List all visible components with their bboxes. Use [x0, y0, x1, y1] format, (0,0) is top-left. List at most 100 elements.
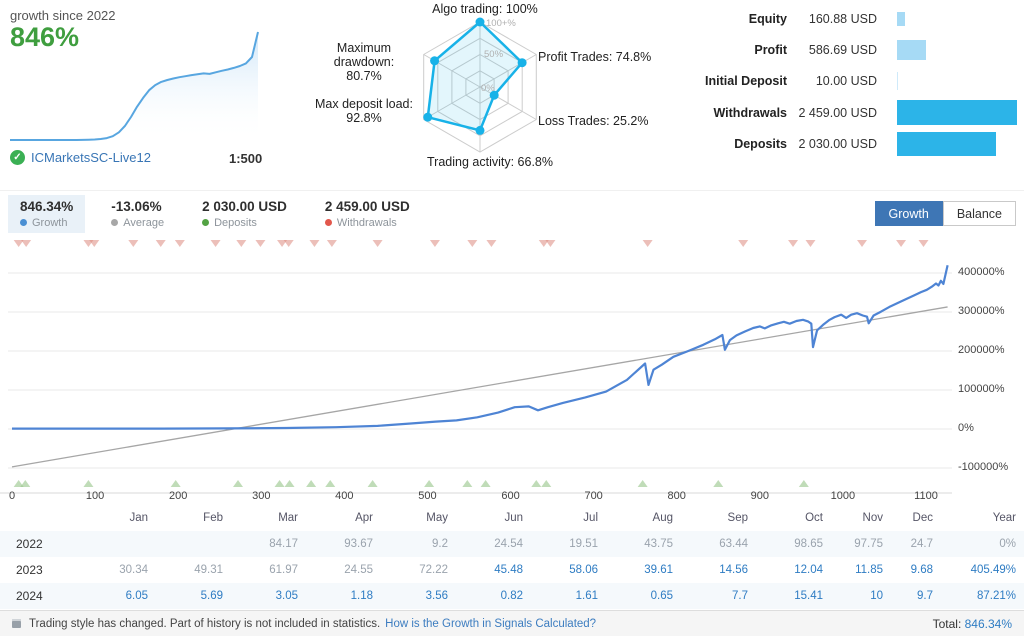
x-axis-tick: 1000 [830, 490, 856, 502]
stat-label: Withdrawals [336, 216, 397, 229]
month-value: 24.54 [494, 538, 523, 550]
account-bar [897, 40, 926, 61]
year-label: 2022 [16, 537, 43, 551]
broker-row: ✓ ICMarketsSC-Live12 [10, 150, 151, 165]
account-row-equity: Equity 160.88 USD [640, 3, 1024, 34]
month-value: 10 [870, 590, 883, 602]
total-growth: Total: 846.34% [933, 617, 1012, 631]
month-value [81, 531, 156, 557]
growth-sparkline-chart [10, 31, 259, 142]
stat-item-withdrawals[interactable]: 2 459.00 USD Withdrawals [313, 195, 422, 233]
stat-label: Deposits [214, 216, 257, 229]
stats-bar: 846.34% Growth -13.06% Average 2 030.00 USD D… [0, 190, 1024, 236]
x-axis-tick: 300 [252, 490, 271, 502]
account-value: 2 459.00 USD [798, 105, 877, 120]
radar-axis-label: Maximum drawdown: 80.7% [333, 41, 395, 83]
stat-value: -13.06% [111, 198, 162, 214]
svg-text:100+%: 100+% [486, 18, 516, 29]
year-row-2022: 2022 84.17 93.67 9.2 24.54 19.51 43.75 63.44 98.… [0, 531, 1024, 557]
balance-tab-button[interactable]: Balance [942, 201, 1016, 226]
growth-calculation-link[interactable]: How is the Growth in Signals Calculated? [385, 617, 597, 630]
account-row-deposits: Deposits 2 030.00 USD [640, 129, 1024, 160]
trading-stats-radar-chart: 100+% 50% 0% Algo trading: 100% Profit Trad… [300, 0, 695, 192]
month-value: 43.75 [644, 538, 673, 550]
month-value: 45.48 [494, 564, 523, 576]
month-header: Jul [583, 512, 598, 524]
account-label: Deposits [734, 137, 787, 152]
account-label: Withdrawals [713, 105, 787, 120]
month-value: 58.06 [569, 564, 598, 576]
month-value [156, 531, 231, 557]
legend-dot-icon [202, 219, 210, 226]
chart-view-toggle: Growth Balance [874, 201, 1016, 226]
month-value: 1.18 [350, 590, 373, 602]
radar-axis-label: Trading activity: 66.8% [427, 155, 553, 169]
account-bar [897, 100, 1017, 126]
stat-item-growth[interactable]: 846.34% Growth [8, 194, 86, 233]
year-label: 2023 [16, 563, 43, 577]
month-header: Year [992, 512, 1016, 524]
stat-item-average[interactable]: -13.06% Average [99, 195, 176, 233]
x-axis-tick: 100 [85, 490, 105, 502]
month-value: 1.61 [575, 590, 598, 602]
growth-history-chart[interactable] [0, 236, 1024, 498]
month-value: 49.31 [194, 564, 223, 576]
account-row-withdrawals: Withdrawals 2 459.00 USD [640, 97, 1024, 128]
year-row-2024: 2024 6.05 5.69 3.05 1.18 3.56 0.82 1.61 0.65 7.7 1… [0, 583, 1024, 609]
month-value: 30.34 [119, 564, 148, 576]
legend-dot-icon [324, 219, 332, 226]
legend-dot-icon [20, 219, 27, 226]
stat-value: 846.34% [20, 198, 74, 214]
month-header: Aug [652, 512, 673, 524]
month-value: 72.22 [419, 564, 448, 576]
month-value: 3.05 [275, 590, 298, 602]
account-row-initial-deposit: Initial Deposit 10.00 USD [640, 66, 1024, 97]
legend-dot-icon [111, 219, 119, 226]
x-axis-tick: 0 [8, 490, 16, 502]
radar-axis-label: Max deposit load: 92.8% [315, 97, 413, 125]
broker-link[interactable]: ICMarketsSC-Live12 [31, 150, 151, 165]
month-value: 6.05 [125, 590, 148, 602]
x-axis-tick: 400 [335, 490, 354, 502]
y-axis-label: 0% [958, 422, 974, 434]
svg-text:50%: 50% [484, 49, 504, 60]
growth-tab-button[interactable]: Growth [874, 201, 943, 226]
y-axis-label: 400000% [958, 266, 1005, 278]
footer-bar: Trading style has changed. Part of histo… [0, 610, 1024, 636]
stat-label: Average [123, 216, 165, 229]
account-bar [897, 11, 905, 26]
stat-value: 2 030.00 USD [202, 198, 287, 214]
month-value: 11.85 [855, 564, 883, 576]
month-value: 61.97 [269, 564, 298, 576]
check-circle-icon: ✓ [10, 150, 25, 165]
month-value: 63.44 [719, 538, 748, 550]
y-axis-label: 100000% [958, 383, 1005, 395]
account-bar [897, 72, 898, 91]
y-axis-label: -100000% [958, 461, 1009, 473]
stat-item-deposits[interactable]: 2 030.00 USD Deposits [190, 195, 299, 233]
stat-value: 2 459.00 USD [324, 198, 410, 214]
month-value: 0.65 [650, 590, 673, 602]
month-header: Sep [727, 512, 748, 524]
x-axis-tick: 1100 [914, 490, 938, 502]
account-row-profit: Profit 586.69 USD [640, 34, 1024, 65]
growth-since-label: growth since 2022 [10, 8, 116, 23]
note-icon [12, 619, 21, 628]
month-value: 97.75 [854, 538, 883, 550]
account-label: Profit [754, 43, 787, 58]
total-value: 846.34% [964, 616, 1012, 631]
month-value: 9.7 [917, 590, 933, 602]
account-value: 586.69 USD [808, 43, 877, 58]
account-bar [897, 132, 996, 157]
x-axis-tick: 200 [168, 490, 188, 502]
month-value: 24.55 [344, 564, 373, 576]
leverage-value: 1:500 [229, 151, 263, 166]
month-header: Nov [862, 512, 883, 524]
radar-axis-label: Loss Trades: 25.2% [538, 114, 649, 128]
y-axis-label: 200000% [958, 344, 1005, 356]
account-value: 2 030.00 USD [798, 137, 877, 152]
month-value: 24.7 [910, 538, 933, 550]
footer-message: Trading style has changed. Part of histo… [29, 617, 381, 630]
month-value: 98.65 [794, 538, 823, 550]
